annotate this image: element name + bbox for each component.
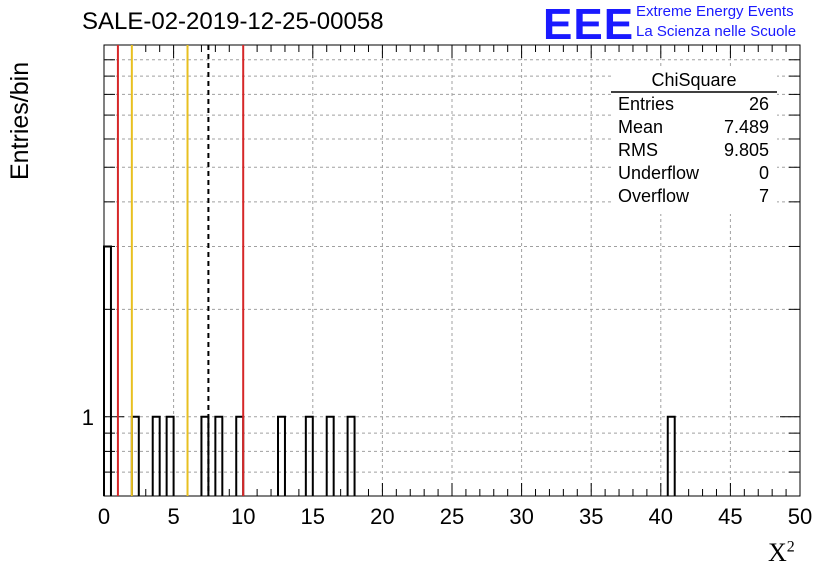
stats-value-underflow: 0 (759, 163, 769, 183)
y-tick-label: 1 (82, 405, 94, 430)
x-tick-label: 35 (579, 504, 603, 529)
x-tick-label: 20 (370, 504, 394, 529)
x-tick-label: 30 (509, 504, 533, 529)
stats-value-entries: 26 (749, 94, 769, 114)
histogram-bar (346, 415, 356, 496)
histogram-bar (165, 415, 175, 496)
stats-label-rms: RMS (618, 140, 658, 160)
x-tick-label: 5 (167, 504, 179, 529)
stats-label-underflow: Underflow (618, 163, 700, 183)
eee-logo: EEE (543, 0, 635, 49)
x-tick-label: 25 (440, 504, 464, 529)
stats-value-mean: 7.489 (724, 117, 769, 137)
histogram-bar (325, 415, 335, 496)
histogram-bar (277, 415, 286, 496)
stats-label-mean: Mean (618, 117, 663, 137)
x-tick-label: 10 (231, 504, 255, 529)
histogram-bar (304, 415, 314, 496)
stats-value-rms: 9.805 (724, 140, 769, 160)
histogram-bar (151, 415, 161, 496)
run-title: SALE-02-2019-12-25-00058 (82, 8, 384, 35)
x-tick-label: 45 (718, 504, 742, 529)
histogram-bar (200, 415, 210, 496)
histogram-bar (666, 415, 676, 496)
logo-line-1: Extreme Energy Events (636, 3, 794, 20)
stats-label-entries: Entries (618, 94, 674, 114)
x-tick-label: 0 (98, 504, 110, 529)
x-axis-label: X2 (768, 538, 795, 567)
stats-box-title: ChiSquare (651, 70, 736, 90)
x-tick-label: 40 (649, 504, 673, 529)
logo-line-2: La Scienza nelle Scuole (636, 23, 797, 40)
x-tick-label: 15 (301, 504, 325, 529)
histogram-bar (214, 415, 224, 496)
x-tick-label: 50 (788, 504, 812, 529)
stats-value-overflow: 7 (759, 186, 769, 206)
histogram-bar (103, 245, 112, 496)
stats-label-overflow: Overflow (618, 186, 690, 206)
